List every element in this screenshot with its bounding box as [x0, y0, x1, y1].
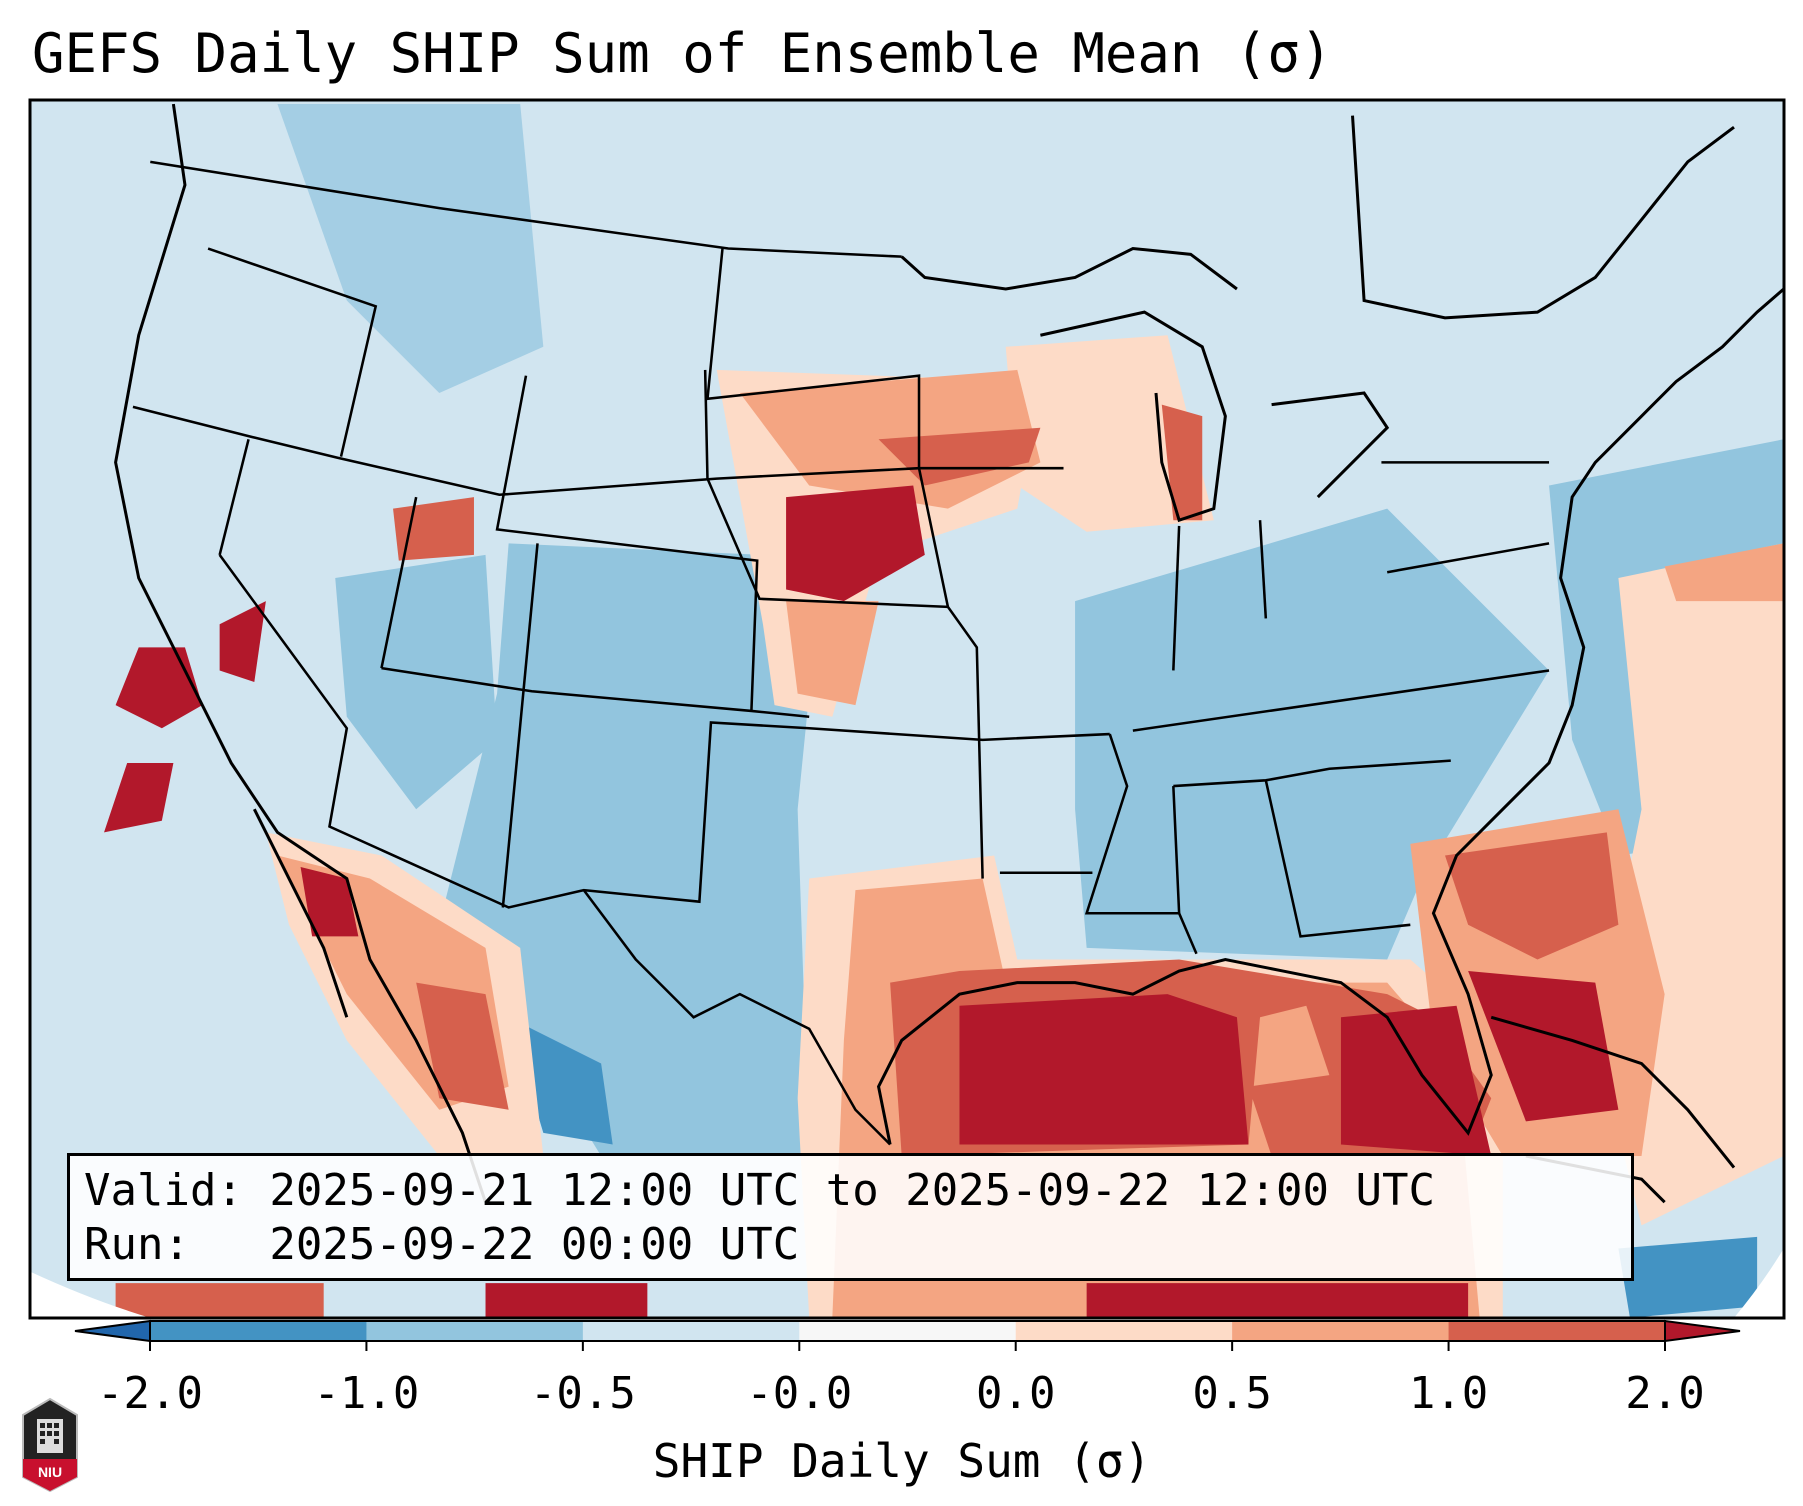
field-darkred-eastgulf — [1340, 1005, 1492, 1156]
projection-edge-west — [30, 1271, 151, 1318]
colorbar-tick-label: -1.0 — [313, 1368, 420, 1419]
field-blue-northwest — [277, 104, 544, 394]
valid-time-box: Valid: 2025-09-21 12:00 UTC to 2025-09-2… — [67, 1153, 1634, 1281]
colorbar-tick-label: 0.0 — [975, 1368, 1056, 1419]
great-lakes-shore — [1040, 310, 1227, 523]
field-red-sierra-madre — [416, 982, 509, 1110]
field-lightorange-greatlakes — [1005, 335, 1214, 532]
logo-text: NIU — [38, 1464, 62, 1480]
field-darkblue-mexico — [508, 1017, 613, 1145]
field-orange-kansas — [786, 601, 879, 706]
colorbar-tick-label: -0.0 — [746, 1368, 853, 1419]
colorbar-outline — [149, 1320, 1666, 1342]
chart-title: GEFS Daily SHIP Sum of Ensemble Mean (σ) — [32, 22, 1333, 85]
baja-coast — [252, 808, 349, 1018]
field-orange-far-atlantic — [1664, 543, 1784, 602]
colorbar-tick-label: -0.5 — [529, 1368, 636, 1419]
field-darkred-baja — [300, 867, 359, 937]
field-darkred-socal — [104, 762, 174, 833]
colorbar-segment — [150, 1321, 367, 1341]
colorbar-segment — [1015, 1321, 1233, 1341]
field-red-se-atlantic — [1445, 832, 1619, 960]
field-darkred-caribbean-strip — [1086, 1283, 1469, 1318]
colorbar-segment — [582, 1321, 800, 1341]
colorbar-extend-high — [1664, 1319, 1741, 1343]
state-boundaries — [132, 160, 1550, 1146]
field-darkred-california — [115, 647, 203, 729]
map-frame — [28, 98, 1786, 1320]
field-darkred-gulf — [959, 994, 1249, 1145]
colorbar-tick-label: 2.0 — [1625, 1368, 1705, 1419]
colorbar — [74, 1319, 1741, 1351]
field-darkred-sierra — [219, 601, 266, 683]
colorbar-label: SHIP Daily Sum (σ) — [652, 1434, 1152, 1488]
field-blue-southwest — [439, 543, 810, 1156]
shading-layer — [30, 100, 1784, 1318]
field-darkblue-caribbean — [1618, 1236, 1758, 1318]
colorbar-extend-low — [74, 1319, 151, 1343]
colorbar-segment — [1232, 1321, 1450, 1341]
projection-edge-east — [1734, 1248, 1784, 1318]
colorbar-tick-label: 0.5 — [1192, 1368, 1272, 1419]
field-red-pacific-strip — [115, 1283, 324, 1318]
valid-line: Valid: 2025-09-21 12:00 UTC to 2025-09-2… — [84, 1165, 1436, 1216]
atlantic-gulf-coastline — [876, 287, 1784, 1145]
caribbean-islands — [1490, 1015, 1736, 1169]
field-darkred-nebraska — [786, 485, 925, 602]
field-blue-great-basin — [335, 554, 498, 810]
pacific-coastline — [114, 103, 487, 1203]
run-line: Run: 2025-09-22 00:00 UTC — [84, 1219, 800, 1270]
colorbar-segment — [799, 1321, 1017, 1341]
colorbar-segment — [1448, 1321, 1666, 1341]
colorbar-tick-label: -2.0 — [97, 1368, 203, 1419]
field-darkred-south-strip — [485, 1283, 648, 1318]
colorbar-segment — [366, 1321, 584, 1341]
colorbar-tick-label: 1.0 — [1408, 1368, 1489, 1419]
niu-logo: NIU — [22, 1397, 78, 1493]
field-darkred-bahamas — [1468, 971, 1619, 1122]
us-mexico-border — [582, 889, 892, 1146]
